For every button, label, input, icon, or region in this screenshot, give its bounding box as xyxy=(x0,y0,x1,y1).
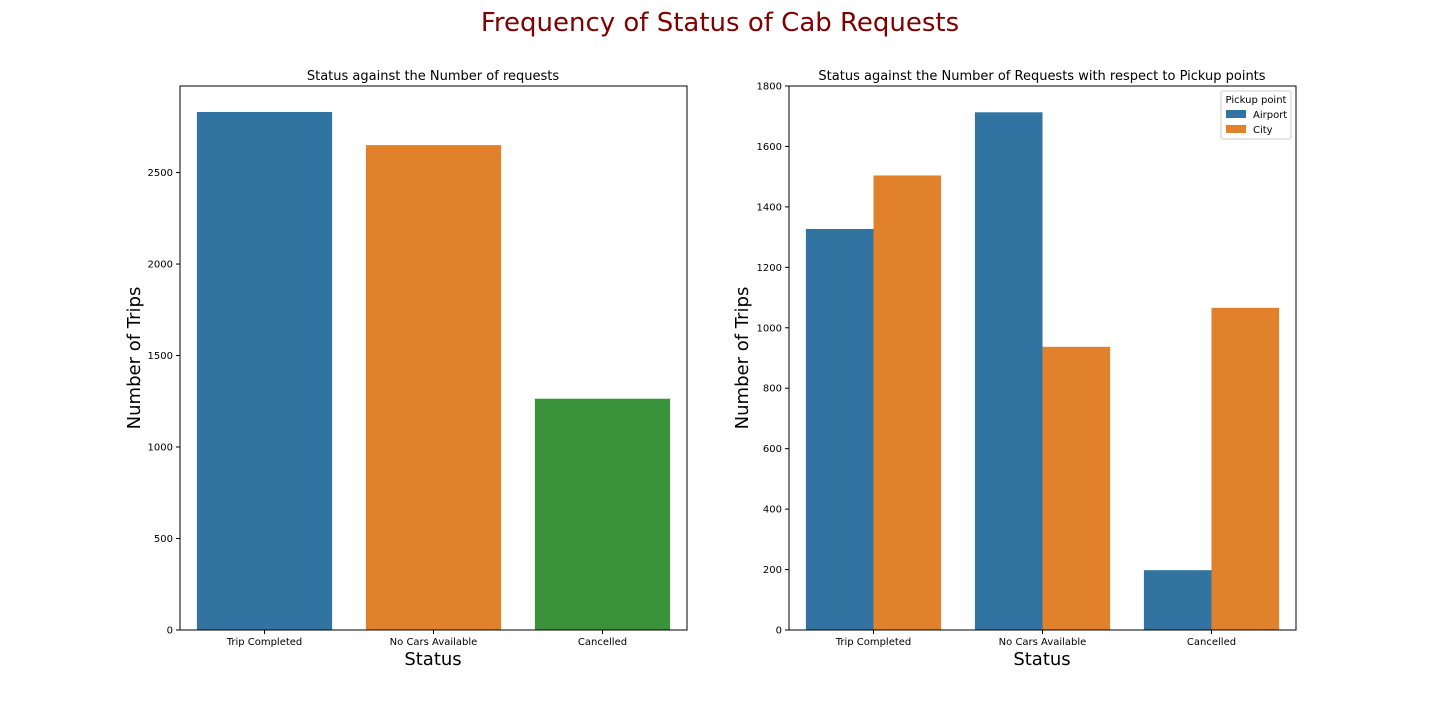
y-tick-label: 1000 xyxy=(148,443,173,454)
x-tick-label: Cancelled xyxy=(1187,637,1236,648)
plot-frame xyxy=(179,85,688,631)
y-tick-label: 0 xyxy=(167,626,173,637)
bar xyxy=(196,111,333,631)
y-tick-label: 1200 xyxy=(757,263,782,274)
bar-city xyxy=(1042,346,1111,630)
bar-city xyxy=(1211,307,1280,630)
legend-title: Pickup point xyxy=(1226,95,1287,106)
y-tick-label: 2000 xyxy=(148,260,173,271)
legend-swatch xyxy=(1226,125,1246,133)
y-axis-label: Number of Trips xyxy=(124,287,145,430)
y-tick-label: 1000 xyxy=(757,323,782,334)
y-axis-label: Number of Trips xyxy=(732,287,753,430)
x-tick-label: No Cars Available xyxy=(390,637,478,648)
x-tick-label: Trip Completed xyxy=(835,637,912,648)
bar-airport xyxy=(805,228,874,630)
chart-title: Status against the Number of Requests wi… xyxy=(818,69,1265,84)
figure-title: Frequency of Status of Cab Requests xyxy=(480,8,960,38)
bar-airport xyxy=(974,112,1043,630)
y-tick-label: 400 xyxy=(763,505,782,516)
x-tick-label: Trip Completed xyxy=(226,637,303,648)
x-axis-label: Status xyxy=(1013,649,1070,670)
bar xyxy=(534,398,671,630)
bar xyxy=(365,145,502,630)
y-tick-label: 1600 xyxy=(757,142,782,153)
chart-status-pickup: Status against the Number of Requests wi… xyxy=(732,69,1297,670)
legend-label: City xyxy=(1253,125,1273,136)
legend: Pickup point Airport City xyxy=(1220,90,1292,140)
x-axis-label: Status xyxy=(404,649,461,670)
y-tick-label: 1400 xyxy=(757,202,782,213)
y-tick-label: 200 xyxy=(763,565,782,576)
x-tick-label: No Cars Available xyxy=(999,637,1087,648)
bar-city xyxy=(873,175,942,631)
x-tick-label: Cancelled xyxy=(578,637,627,648)
plot-frame xyxy=(788,85,1297,631)
legend-swatch xyxy=(1226,110,1246,118)
y-tick-label: 0 xyxy=(776,626,782,637)
legend-label: Airport xyxy=(1253,110,1287,121)
y-tick-label: 800 xyxy=(763,384,782,395)
y-tick-label: 500 xyxy=(154,534,173,545)
bar-airport xyxy=(1143,570,1212,630)
y-tick-label: 2500 xyxy=(148,168,173,179)
y-tick-label: 1800 xyxy=(757,82,782,93)
chart-title: Status against the Number of requests xyxy=(307,69,559,84)
chart-status-requests: Status against the Number of requests 0 5… xyxy=(124,69,688,670)
y-tick-label: 1500 xyxy=(148,351,173,362)
y-tick-label: 600 xyxy=(763,444,782,455)
